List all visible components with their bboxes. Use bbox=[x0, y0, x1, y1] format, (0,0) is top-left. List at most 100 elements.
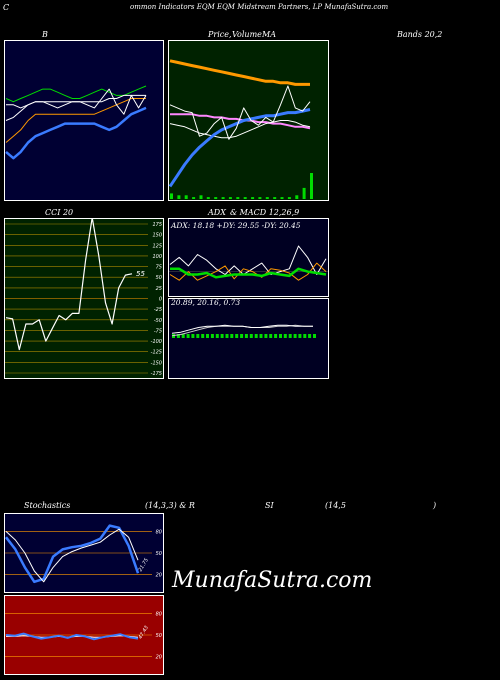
volume-bar bbox=[214, 197, 218, 199]
macd-histogram-bar bbox=[269, 334, 273, 338]
macd-histogram-bar bbox=[279, 334, 282, 338]
rsi-panel: 80 50 20 47.43 bbox=[4, 595, 164, 675]
stoch-d-line bbox=[5, 528, 139, 583]
adx-minus-di-line bbox=[169, 262, 327, 281]
cci-tick-label: 125 bbox=[152, 243, 162, 249]
price-series-line bbox=[170, 113, 311, 130]
macd-histogram-bar bbox=[244, 334, 248, 338]
macd-histogram-bar bbox=[210, 334, 214, 338]
bollinger-panel bbox=[4, 40, 164, 201]
volume-bar bbox=[287, 197, 291, 199]
stoch-params: (14,3,3) & R bbox=[145, 501, 195, 510]
cci-tick-label: 75 bbox=[156, 265, 162, 271]
cci-tick-label: -175 bbox=[151, 371, 162, 377]
volume-bar bbox=[199, 195, 203, 199]
adx-line bbox=[170, 267, 327, 279]
rsi-close: ) bbox=[433, 501, 437, 510]
cci-tick-label: -75 bbox=[154, 328, 162, 334]
volume-bar bbox=[228, 197, 232, 199]
macd-histogram-bar bbox=[225, 334, 229, 338]
stoch-label: Stochastics bbox=[24, 501, 71, 510]
volume-bar bbox=[265, 197, 269, 199]
cci-value-label: 55 bbox=[136, 270, 145, 278]
macd-histogram-bar bbox=[206, 334, 209, 338]
volume-bar bbox=[280, 197, 284, 199]
cci-tick-label: 150 bbox=[152, 233, 162, 239]
cci-tick-label: 175 bbox=[152, 222, 162, 228]
cci-line bbox=[5, 218, 133, 351]
cci-panel: 175 150 125 100 75 50 25 0 -25 -50 -75 -100 -125 -150… bbox=[4, 218, 164, 379]
volume-bar bbox=[251, 197, 255, 199]
rsi-line bbox=[5, 632, 139, 641]
macd-histogram-bar bbox=[298, 334, 302, 338]
volume-bar bbox=[295, 195, 299, 199]
macd-histogram-bar bbox=[181, 334, 185, 338]
price-series-line bbox=[168, 108, 311, 188]
rsi-tick-label: 50 bbox=[156, 633, 162, 639]
volume-bar bbox=[310, 173, 313, 199]
cci-label: CCI 20 bbox=[45, 208, 74, 217]
price-label: Price, bbox=[208, 30, 232, 39]
macd-histogram-bar bbox=[215, 334, 219, 338]
cci-tick-label: -25 bbox=[154, 307, 162, 313]
macd-histogram-bar bbox=[240, 334, 244, 338]
macd-histogram-bar bbox=[191, 334, 195, 338]
macd-line bbox=[171, 324, 313, 334]
macd-histogram-bar bbox=[264, 334, 268, 338]
price-series-line bbox=[169, 59, 310, 86]
macd-histogram-bar bbox=[313, 334, 316, 338]
macd-histogram-bar bbox=[303, 334, 307, 338]
rsi-label: SI bbox=[265, 501, 274, 510]
header-prefix: C bbox=[3, 3, 10, 12]
ma-label: MA bbox=[262, 30, 276, 39]
macd-histogram-bar bbox=[235, 334, 239, 338]
cci-tick-label: 100 bbox=[152, 254, 162, 260]
cci-tick-label: -50 bbox=[154, 318, 162, 324]
bollinger-chart bbox=[4, 40, 164, 201]
bollinger-series-line bbox=[6, 88, 147, 115]
price-ma-chart bbox=[168, 40, 329, 201]
macd-values: 20.89, 20.16, 0.73 bbox=[171, 298, 241, 307]
rsi-params: (14,5 bbox=[325, 501, 346, 510]
stoch-tick-label: 50 bbox=[156, 551, 162, 557]
cci-chart: 175 150 125 100 75 50 25 0 -25 -50 -75 -100 -125 -150… bbox=[4, 218, 164, 379]
adx-plus-di-line bbox=[169, 245, 327, 275]
cci-tick-label: -150 bbox=[151, 360, 162, 366]
macd-histogram-bar bbox=[308, 334, 312, 338]
macd-histogram-bar bbox=[288, 334, 292, 338]
macd-label: & MACD 12,26,9 bbox=[230, 208, 300, 217]
panel-background bbox=[4, 40, 164, 201]
macd-histogram-bar bbox=[283, 334, 287, 338]
macd-chart bbox=[168, 298, 329, 379]
price-series-line bbox=[169, 85, 311, 140]
panel-background bbox=[168, 298, 329, 379]
macd-histogram-bar bbox=[186, 334, 190, 338]
bands-label: Bands 20,2 bbox=[397, 30, 443, 39]
bands-label-b: B bbox=[42, 30, 48, 39]
macd-histogram-bar bbox=[230, 334, 234, 338]
macd-histogram-bar bbox=[220, 334, 224, 338]
cci-tick-label: -125 bbox=[151, 350, 162, 356]
adx-panel bbox=[168, 218, 329, 297]
volume-bar bbox=[236, 197, 240, 199]
cci-tick-label: 50 bbox=[156, 275, 162, 281]
macd-histogram-bar bbox=[201, 334, 205, 338]
macd-histogram-bar bbox=[249, 334, 253, 338]
page-title: ommon Indicators EQM EQM Midstream Partn… bbox=[130, 3, 389, 11]
volume-bar bbox=[302, 187, 306, 199]
macd-histogram-bar bbox=[254, 334, 258, 338]
volume-bar bbox=[206, 197, 210, 199]
price-series-line bbox=[169, 120, 311, 139]
cci-tick-label: 25 bbox=[156, 286, 162, 292]
cci-tick-label: 0 bbox=[159, 297, 162, 303]
volume-bar bbox=[170, 193, 173, 199]
panel-background bbox=[168, 218, 329, 297]
volume-bar bbox=[258, 197, 262, 199]
price-panel bbox=[168, 40, 329, 201]
adx-chart bbox=[168, 218, 329, 297]
rsi-tick-label: 80 bbox=[156, 611, 162, 617]
bollinger-series-line bbox=[5, 98, 146, 143]
stoch-tick-label: 20 bbox=[156, 573, 162, 579]
